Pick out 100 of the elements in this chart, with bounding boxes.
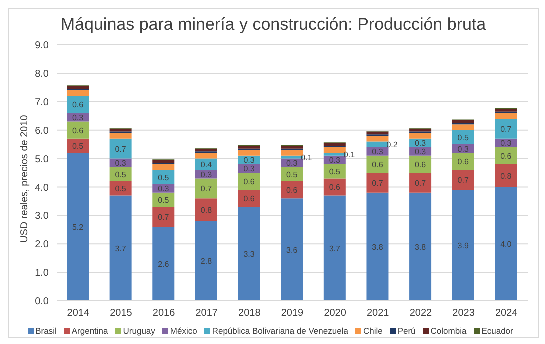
data-label: 0.7 <box>414 178 427 188</box>
data-label: 0.3 <box>200 170 213 180</box>
data-label: 0.5 <box>115 170 127 180</box>
legend-label: Chile <box>362 325 383 337</box>
x-tick-label: 2018 <box>238 308 262 320</box>
y-tick-label: 2.0 <box>35 240 50 251</box>
bar <box>238 150 260 156</box>
bar <box>110 182 132 196</box>
x-tick-label: 2014 <box>67 308 90 320</box>
bar <box>495 164 518 188</box>
data-label: 0.3 <box>244 156 256 166</box>
bar <box>110 128 132 132</box>
bar <box>281 198 304 301</box>
y-tick-label: 5.0 <box>35 154 50 166</box>
data-label: 0.6 <box>244 194 256 204</box>
bar <box>495 118 518 139</box>
data-label: 0.6 <box>414 160 427 170</box>
y-tick-label: 6.0 <box>35 126 50 137</box>
bar <box>324 153 346 156</box>
data-label: 3.7 <box>115 244 127 254</box>
data-label: 0.3 <box>372 148 384 157</box>
data-label: 0.3 <box>115 159 127 168</box>
bar <box>238 146 260 149</box>
legend-label: Brasil <box>34 325 57 337</box>
data-label: 0.8 <box>200 206 213 215</box>
data-label: 0.8 <box>500 172 512 181</box>
data-label: 5.2 <box>72 223 84 232</box>
data-label: 3.8 <box>372 242 384 252</box>
bar <box>152 227 175 301</box>
data-label: 0.5 <box>286 170 298 180</box>
data-label: 0.6 <box>329 183 342 192</box>
bar <box>324 178 346 196</box>
legend-label: Ecuador <box>480 325 514 337</box>
bar <box>152 164 175 170</box>
bar <box>67 153 89 301</box>
y-tick-label: 8.0 <box>35 68 50 80</box>
bar <box>410 133 432 139</box>
bar <box>67 86 89 90</box>
x-tick-label: 2016 <box>152 308 176 320</box>
y-tick-label: 1.0 <box>35 268 50 280</box>
data-label: 0.6 <box>72 126 84 136</box>
legend-label: República Bolivariana de Venezuela <box>211 325 348 337</box>
bar <box>238 190 260 208</box>
bar <box>452 170 474 190</box>
data-label: 0.3 <box>286 159 298 168</box>
data-label: 3.6 <box>286 246 298 255</box>
x-tick-label: 2019 <box>281 308 304 320</box>
data-label: 0.7 <box>200 184 213 194</box>
bar <box>152 160 175 164</box>
bar <box>495 109 518 112</box>
legend-label: Argentina <box>70 325 108 337</box>
data-label: 0.6 <box>72 100 84 110</box>
data-label: 0.3 <box>414 139 427 148</box>
bar <box>452 190 474 301</box>
bar <box>67 96 89 114</box>
legend-label: Colombia <box>430 325 467 337</box>
data-label: 0.3 <box>72 114 84 123</box>
data-label: 0.3 <box>414 148 427 157</box>
bar <box>452 124 474 130</box>
legend-label: Perú <box>396 325 416 337</box>
x-tick-label: 2024 <box>495 308 518 320</box>
data-label: 0.6 <box>500 152 512 161</box>
bar <box>110 133 132 139</box>
data-label: 0.3 <box>500 139 512 148</box>
data-label: 0.1 <box>344 150 356 160</box>
data-label: 3.7 <box>329 244 342 254</box>
data-label: 0.5 <box>72 142 84 151</box>
legend-label: México <box>169 325 198 337</box>
y-axis-title: USD reales, precios de 2010 <box>20 114 31 243</box>
data-label: 0.5 <box>158 173 170 182</box>
y-tick-label: 0.0 <box>35 296 50 308</box>
bar <box>281 182 304 199</box>
bar <box>195 221 218 301</box>
y-tick-label: 3.0 <box>35 211 50 222</box>
x-tick-label: 2015 <box>110 308 133 320</box>
data-label: 3.3 <box>244 250 256 260</box>
bar <box>195 198 218 222</box>
bar <box>410 128 432 132</box>
data-label: 0.3 <box>158 184 170 194</box>
y-tick-label: 4.0 <box>35 182 50 194</box>
bar <box>410 156 432 173</box>
bar <box>452 153 474 170</box>
x-tick-label: 2020 <box>324 308 347 320</box>
data-label: 0.7 <box>115 144 127 154</box>
bar <box>110 138 132 159</box>
bar <box>110 196 132 301</box>
bar <box>324 147 346 154</box>
bar <box>195 153 218 159</box>
data-label: 0.6 <box>372 160 384 170</box>
bar <box>324 143 346 146</box>
data-label: 0.5 <box>329 168 342 177</box>
data-label: 0.7 <box>372 178 384 188</box>
bar <box>67 90 89 96</box>
bar <box>281 146 304 149</box>
x-tick-label: 2022 <box>410 308 433 320</box>
data-label: 0.3 <box>329 156 342 166</box>
bar <box>281 156 304 159</box>
data-label: 0.5 <box>158 196 170 206</box>
bar <box>495 113 518 119</box>
data-label: 0.6 <box>244 178 256 187</box>
